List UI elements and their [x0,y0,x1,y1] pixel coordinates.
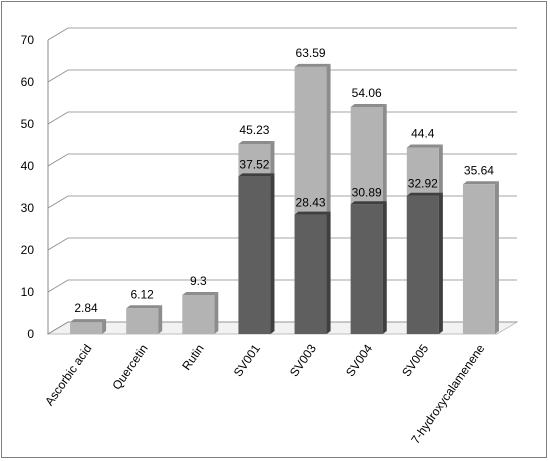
bar-light-side [214,291,219,334]
bar-light [70,322,103,334]
gridline [47,27,517,41]
bar-light-top [406,144,443,148]
bar-light-top [70,319,107,323]
bar-light-top [182,291,219,295]
bar-dark-top [238,173,275,177]
data-label: 32.92 [408,177,438,191]
bar-light-top [462,181,499,185]
y-tick-label: 70 [21,33,35,47]
gridline [47,153,517,167]
x-tick-label: SV005 [399,341,431,379]
data-label: 9.3 [190,274,207,288]
data-label: 63.59 [296,46,326,60]
bar-light-side [494,181,499,334]
bar-dark-side [326,211,331,334]
bar-light-top [350,103,387,107]
y-tick-label: 40 [21,159,35,173]
bar-dark-top [406,192,443,196]
gridline [47,237,517,251]
x-tick-label: Quercetin [109,342,150,393]
bar-light [182,294,215,334]
y-tick-label: 10 [21,285,35,299]
data-label: 44.4 [411,127,435,141]
data-label: 35.64 [464,163,494,177]
data-label: 6.12 [131,287,155,301]
x-tick-label: Rutin [179,342,207,373]
gridline [47,111,517,125]
bar-dark-side [438,192,443,334]
bar-dark-side [270,173,275,334]
bar-light-top [126,305,163,309]
y-tick-label: 50 [21,117,35,131]
bar-light-top [294,63,331,67]
x-tick-label: Ascorbic acid [42,342,94,408]
data-label: 2.84 [74,301,98,315]
y-tick-label: 20 [21,243,35,257]
bar-dark [350,204,383,334]
data-label: 28.43 [296,196,326,210]
gridline [47,195,517,209]
bar-light-top [238,141,275,145]
data-label: 37.52 [239,157,269,171]
y-tick-label: 30 [21,201,35,215]
bar-light-side [158,305,163,334]
y-tick-label: 0 [27,327,34,341]
chart-floor [46,321,519,335]
bar-light [462,184,495,334]
x-tick-label: SV004 [343,341,375,379]
bar-dark [406,195,439,334]
bar-dark-side [382,201,387,334]
bar-light [126,308,159,334]
gridline [47,279,517,293]
x-tick-label: SV001 [231,341,263,379]
bar-dark [238,176,271,334]
bar-dark-top [350,201,387,205]
gridline [47,69,517,83]
data-label: 54.06 [352,86,382,100]
bar-dark [294,214,327,334]
data-label: 30.89 [352,185,382,199]
bar-dark-top [294,211,331,215]
x-tick-label: SV003 [287,341,319,379]
data-label: 45.23 [239,123,269,137]
bar-light-side [102,319,107,334]
y-tick-label: 60 [21,75,35,89]
